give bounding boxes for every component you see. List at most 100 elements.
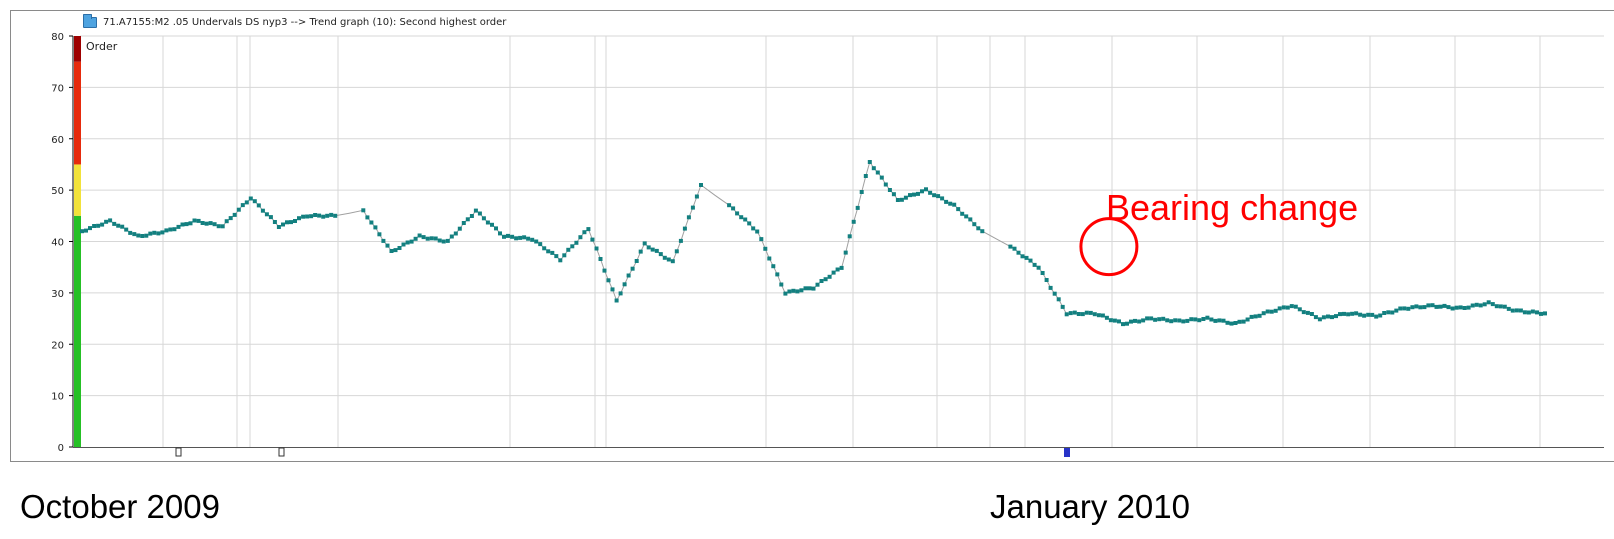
series-point: [148, 231, 153, 236]
series-point: [1422, 305, 1427, 310]
series-point: [240, 203, 245, 208]
series-point: [534, 239, 539, 244]
series-point: [325, 213, 330, 218]
series-point: [686, 215, 691, 220]
series-point: [413, 236, 418, 241]
series-point: [1454, 305, 1459, 310]
series-point: [1185, 318, 1190, 323]
series-point: [1229, 321, 1234, 326]
alarm-band-red: [74, 61, 81, 165]
series-point: [908, 193, 912, 198]
series-point: [916, 191, 920, 196]
series-point: [1193, 317, 1198, 322]
series-point: [614, 298, 619, 303]
series-point: [1125, 321, 1129, 326]
series-point: [1201, 317, 1206, 321]
series-point: [1321, 315, 1326, 320]
series-point: [1406, 306, 1411, 311]
series-point: [184, 222, 189, 227]
series-point: [819, 279, 824, 283]
series-point: [510, 234, 515, 239]
series-point: [329, 212, 334, 217]
series-point: [309, 214, 314, 219]
series-point: [1112, 318, 1117, 323]
series-point: [429, 236, 434, 241]
series-point: [835, 267, 840, 272]
series-point: [1494, 304, 1499, 309]
series-point: [1052, 291, 1057, 296]
series-point: [441, 239, 446, 244]
series-point: [1478, 303, 1483, 308]
series-point: [248, 196, 253, 201]
series-point: [401, 242, 406, 247]
series-point: [658, 252, 663, 257]
series-point: [397, 246, 402, 250]
series-point: [437, 238, 442, 243]
series-point: [1350, 311, 1355, 316]
series-point: [1020, 254, 1025, 259]
series-point: [586, 227, 591, 232]
series-point: [498, 231, 502, 236]
series-point: [1233, 321, 1238, 325]
series-point: [924, 187, 928, 192]
series-point: [682, 226, 687, 231]
series-point: [1305, 310, 1310, 315]
series-point: [1072, 310, 1077, 315]
series-point: [1498, 304, 1503, 309]
series-point: [538, 242, 543, 247]
series-point: [425, 236, 430, 241]
series-point: [1490, 302, 1495, 307]
series-point: [321, 214, 326, 219]
series-point: [1394, 308, 1399, 313]
series-point: [1141, 318, 1146, 323]
series-point: [405, 240, 410, 245]
series-point: [104, 219, 109, 224]
series-point: [490, 222, 494, 227]
bearing-change-circle: [1079, 217, 1139, 277]
series-point: [1245, 317, 1250, 322]
series-point: [727, 203, 732, 208]
series-point: [1390, 310, 1395, 315]
series-point: [453, 231, 458, 236]
series-point: [204, 221, 209, 226]
series-point: [960, 211, 965, 216]
series-point: [558, 258, 563, 263]
series-point: [333, 213, 338, 218]
series-point: [369, 220, 374, 225]
series-point: [1181, 319, 1186, 324]
series-point: [1535, 310, 1539, 315]
series-point: [1261, 311, 1266, 316]
series-point: [1285, 305, 1290, 310]
series-point: [1374, 314, 1379, 319]
series-point: [1104, 315, 1109, 320]
series-point: [1205, 315, 1210, 320]
series-point: [843, 250, 848, 255]
series-point: [751, 226, 756, 231]
series-point: [268, 215, 273, 220]
series-point: [289, 220, 293, 225]
series-point: [164, 228, 169, 233]
series-point: [120, 224, 125, 229]
series-point: [1064, 312, 1069, 317]
x-axis-marker-current: [1064, 448, 1070, 457]
series-point: [285, 220, 289, 225]
series-point: [92, 224, 97, 228]
series-point: [767, 256, 772, 261]
series-point: [980, 229, 985, 234]
series-point: [276, 225, 281, 229]
series-point: [610, 287, 615, 292]
series-point: [385, 243, 390, 248]
series-point: [1450, 306, 1455, 311]
series-point: [172, 227, 177, 232]
series-point: [871, 166, 876, 171]
series-point: [176, 224, 181, 229]
series-point: [445, 238, 450, 243]
series-point: [136, 233, 141, 238]
series-point: [1253, 314, 1258, 319]
series-point: [200, 221, 205, 225]
series-point: [662, 255, 667, 260]
series-point: [502, 234, 506, 239]
series-point: [1096, 313, 1101, 318]
series-point: [920, 189, 924, 194]
series-point: [518, 235, 523, 240]
